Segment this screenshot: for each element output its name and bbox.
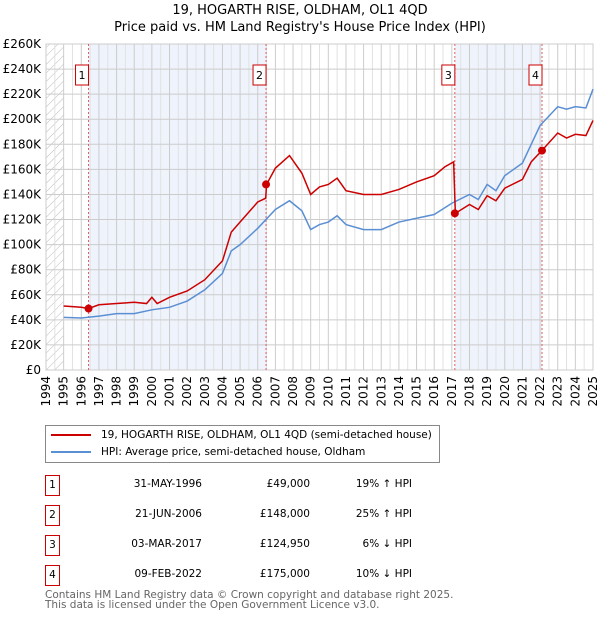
x-tick-label: 2008	[286, 376, 300, 407]
x-tick-label: 2017	[445, 376, 459, 407]
plot-frame	[45, 43, 594, 371]
x-tick-label: 2004	[215, 376, 229, 407]
sale-hpi-diff: 25% ↑ HPI	[355, 508, 412, 520]
sale-badge: 2	[45, 505, 60, 526]
shaded-period-1	[88, 44, 267, 370]
y-tick-label: £140K	[3, 187, 43, 201]
shaded-period-2	[454, 44, 543, 370]
sale-price: £175,000	[259, 568, 310, 580]
sale-date: 31-MAY-1996	[133, 478, 202, 490]
x-tick-label: 2013	[374, 376, 388, 407]
chart-title: 19, HOGARTH RISE, OLDHAM, OL1 4QD	[172, 3, 428, 18]
sale-label-box	[528, 64, 543, 86]
sale-price: £49,000	[266, 478, 310, 490]
sale-point	[262, 180, 271, 189]
x-tick-label: 2002	[180, 376, 194, 407]
sale-point	[538, 146, 547, 155]
sale-label: 3	[445, 69, 452, 82]
x-tick-label: 2021	[515, 376, 529, 407]
x-tick-label: 2007	[268, 376, 282, 407]
y-tick-label: £180K	[3, 137, 43, 151]
footer: Contains HM Land Registry data © Crown c…	[45, 589, 454, 611]
legend-swatch-property	[51, 434, 91, 436]
sale-price: £124,950	[259, 538, 310, 550]
sale-badge: 3	[45, 535, 60, 556]
x-tick-label: 2009	[304, 376, 318, 407]
y-tick-label: £40K	[10, 313, 42, 327]
sale-row: 2 21-JUN-2006 £148,000 25% ↑ HPI	[45, 505, 412, 526]
legend-label-property: 19, HOGARTH RISE, OLDHAM, OL1 4QD (semi-…	[101, 429, 432, 441]
y-tick-label: £200K	[3, 112, 43, 126]
sale-hpi-diff: 6% ↓ HPI	[362, 538, 412, 550]
price-chart: £0 £20K £40K £60K £80K £100K £120K £140K £160K £1…	[3, 37, 600, 407]
sale-price: £148,000	[259, 508, 310, 520]
y-tick-label: £120K	[3, 213, 43, 227]
y-tick-label: £80K	[10, 263, 42, 277]
sale-row: 1 31-MAY-1996 £49,000 19% ↑ HPI	[45, 475, 412, 496]
sale-point	[450, 209, 459, 218]
sale-label-box	[441, 64, 456, 86]
x-tick-label: 2006	[251, 376, 265, 407]
x-tick-label: 2015	[410, 376, 424, 407]
legend-swatch-hpi	[51, 451, 91, 453]
y-tick-label: £0	[26, 363, 41, 377]
hpi-line	[63, 88, 594, 319]
x-tick-label: 2019	[480, 376, 494, 407]
x-tick-label: 1998	[110, 376, 124, 407]
sale-date: 03-MAR-2017	[131, 538, 202, 550]
x-tick-label: 2016	[427, 376, 441, 407]
x-tick-label: 1994	[39, 376, 53, 407]
x-tick-label: 2014	[392, 376, 406, 407]
x-tick-label: 2003	[198, 376, 212, 407]
y-tick-label: £220K	[3, 87, 43, 101]
sale-badge: 1	[45, 475, 60, 496]
x-tick-label: 1996	[74, 376, 88, 407]
sale-date: 09-FEB-2022	[134, 568, 202, 580]
x-tick-label: 2024	[568, 376, 582, 407]
sale-point	[84, 304, 93, 313]
sale-label: 1	[79, 69, 86, 82]
x-tick-label: 1999	[127, 376, 141, 407]
sale-label-box	[75, 64, 90, 86]
x-tick-label: 2025	[586, 376, 600, 407]
sale-label-box	[252, 64, 267, 86]
sale-row: 3 03-MAR-2017 £124,950 6% ↓ HPI	[45, 535, 412, 556]
y-tick-label: £260K	[3, 37, 43, 51]
sale-hpi-diff: 10% ↓ HPI	[355, 568, 412, 580]
x-tick-label: 2018	[462, 376, 476, 407]
sale-hpi-diff: 19% ↑ HPI	[355, 478, 412, 490]
y-tick-label: £60K	[10, 288, 42, 302]
x-tick-label: 2005	[233, 376, 247, 407]
chart-subtitle: Price paid vs. HM Land Registry's House …	[114, 20, 486, 35]
x-tick-label: 2020	[498, 376, 512, 407]
x-tick-label: 2012	[357, 376, 371, 407]
legend: 19, HOGARTH RISE, OLDHAM, OL1 4QD (semi-…	[45, 425, 440, 463]
x-tick-label: 2001	[163, 376, 177, 407]
x-tick-label: 2023	[551, 376, 565, 407]
legend-label-hpi: HPI: Average price, semi-detached house,…	[101, 446, 366, 458]
x-tick-label: 1995	[57, 376, 71, 407]
property-price-line	[63, 120, 594, 310]
y-tick-label: £100K	[3, 238, 43, 252]
y-tick-label: £160K	[3, 162, 43, 176]
sale-label: 4	[532, 69, 539, 82]
y-tick-label: £240K	[3, 62, 43, 76]
sale-row: 4 09-FEB-2022 £175,000 10% ↓ HPI	[45, 565, 412, 586]
x-tick-label: 2022	[533, 376, 547, 407]
sale-badge: 4	[45, 565, 60, 586]
sale-label: 2	[256, 69, 263, 82]
x-tick-label: 2000	[145, 376, 159, 407]
x-tick-label: 2010	[321, 376, 335, 407]
x-tick-label: 1997	[92, 376, 106, 407]
footer-line-1: Contains HM Land Registry data © Crown c…	[45, 589, 454, 601]
sale-date: 21-JUN-2006	[135, 508, 202, 520]
y-tick-label: £20K	[10, 338, 42, 352]
x-tick-label: 2011	[339, 376, 353, 407]
footer-line-2: This data is licensed under the Open Gov…	[45, 599, 380, 611]
